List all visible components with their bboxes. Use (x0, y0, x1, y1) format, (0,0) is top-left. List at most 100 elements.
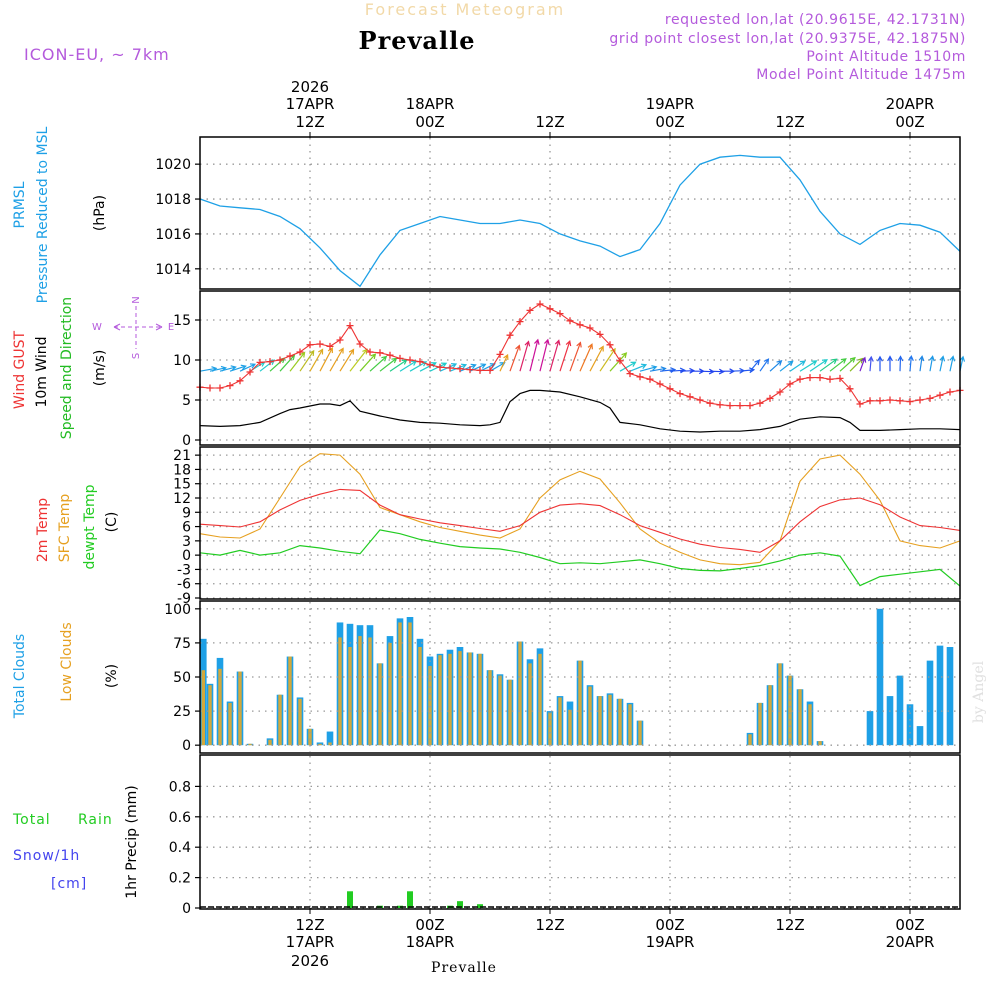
low-cloud-bar (498, 675, 502, 746)
wind-direction-arrow (229, 364, 247, 372)
temperature-unit-label: (C) (104, 512, 120, 533)
top-time-label: 18APR (406, 95, 455, 113)
wind-direction-arrow (799, 360, 818, 372)
gust-marker (226, 382, 234, 390)
wind-10m-label: 10m Wind (34, 336, 50, 407)
bottom-time-label: 00Z (415, 916, 444, 934)
model-point-altitude: Model Point Altitude 1475m (756, 67, 966, 83)
y-tick-label: 50 (173, 670, 191, 686)
gust-marker (296, 348, 304, 356)
low-cloud-bar (748, 734, 752, 746)
wind-direction-arrow (897, 355, 904, 372)
cloud-bars (200, 608, 954, 746)
y-tick-label: 0 (182, 738, 191, 754)
y-tick-label: 75 (173, 636, 191, 652)
low-cloud-bar (368, 637, 372, 746)
y-tick-label: 1016 (155, 227, 191, 243)
compass-east: E (168, 322, 174, 333)
low-cloud-bar (348, 647, 352, 746)
bottom-time-label: 12Z (775, 916, 804, 934)
wind-direction-arrow (549, 339, 561, 372)
gust-marker (676, 390, 684, 398)
gust-marker (856, 400, 864, 408)
gust-marker (326, 342, 334, 350)
gust-marker (876, 397, 884, 405)
total-cloud-bar (926, 660, 934, 746)
wind-panel: 0 5 10 15 Wind GUST 10m Wind Speed and Dire… (12, 290, 966, 449)
low-cloud-bar (818, 741, 822, 746)
gust-marker (656, 380, 664, 388)
precip-rain-label: Rain (78, 812, 113, 828)
low-cloud-bar (338, 637, 342, 746)
wind-direction-arrow (749, 359, 761, 372)
gust-marker (606, 341, 614, 349)
total-cloud-bar (876, 608, 884, 746)
gust-marker (896, 397, 904, 405)
low-cloud-bar (598, 696, 602, 746)
low-cloud-bar (308, 728, 312, 746)
low-cloud-bar (278, 694, 282, 746)
low-cloud-bar (288, 656, 292, 746)
gust-marker (366, 348, 374, 356)
low-clouds-label: Low Clouds (59, 622, 75, 701)
gust-marker (286, 352, 294, 360)
y-tick-label: 9 (182, 505, 191, 521)
y-tick-label: 0 (182, 548, 191, 564)
wind-direction-arrow (779, 360, 794, 372)
wind-direction-arrow (369, 355, 388, 372)
low-cloud-bar (538, 653, 542, 746)
gust-marker (796, 375, 804, 383)
top-time-label: 12Z (535, 113, 564, 131)
total-cloud-bar (936, 645, 944, 746)
grid-point-coords: grid point closest lon,lat (20.9375E, 42… (609, 31, 966, 47)
gust-marker (546, 305, 554, 313)
pressure-gridlines (200, 138, 960, 288)
low-cloud-bar (798, 689, 802, 746)
low-cloud-bar (768, 685, 772, 746)
gust-marker (616, 357, 624, 365)
bottom-time-label: 12Z (295, 916, 324, 934)
wind-direction-arrow (329, 347, 344, 372)
low-cloud-bar (238, 671, 242, 746)
gust-marker (756, 399, 764, 407)
wind-gridlines (200, 292, 960, 444)
total-cloud-bar (906, 704, 914, 746)
gust-marker (836, 374, 844, 382)
wind-direction-arrow (867, 355, 874, 372)
low-cloud-bar (388, 642, 392, 746)
top-time-label: 2026 (291, 78, 329, 96)
gust-marker (696, 396, 704, 404)
low-cloud-bar (468, 652, 472, 746)
y-tick-label: 0.8 (169, 779, 191, 795)
low-cloud-bar (478, 653, 482, 746)
clouds-panel: 0 25 50 75 100 Total Clouds Low Clouds (%) b… (12, 600, 987, 754)
y-tick-label: 0 (182, 433, 191, 449)
y-tick-label: 15 (173, 477, 191, 493)
wind-direction-arrow (877, 355, 883, 372)
gust-marker (236, 377, 244, 385)
low-cloud-bar (578, 660, 582, 746)
y-tick-label: 1014 (155, 262, 191, 278)
wind-direction-arrow (569, 341, 582, 372)
y-tick-label: 0.4 (169, 840, 191, 856)
wind-direction-arrow (809, 359, 828, 372)
gust-marker (206, 384, 214, 392)
wind-direction-arrow (579, 343, 593, 372)
gust-marker (306, 341, 314, 349)
total-cloud-bar (896, 675, 904, 746)
gust-marker (596, 330, 604, 338)
low-cloud-bar (418, 647, 422, 746)
wind-direction-arrow (908, 354, 914, 372)
sfc-temp-label: SFC Temp (57, 494, 73, 563)
wind-direction-arrow (619, 361, 637, 372)
y-tick-label: 6 (182, 520, 191, 536)
wind-gust-label: Wind GUST (12, 330, 28, 409)
gust-marker (446, 364, 454, 372)
low-cloud-bar (488, 670, 492, 746)
rain-bar (347, 891, 353, 908)
y-tick-label: 1020 (155, 157, 191, 173)
location-title: Prevalle (359, 26, 476, 55)
wind-direction-arrow (449, 363, 468, 372)
